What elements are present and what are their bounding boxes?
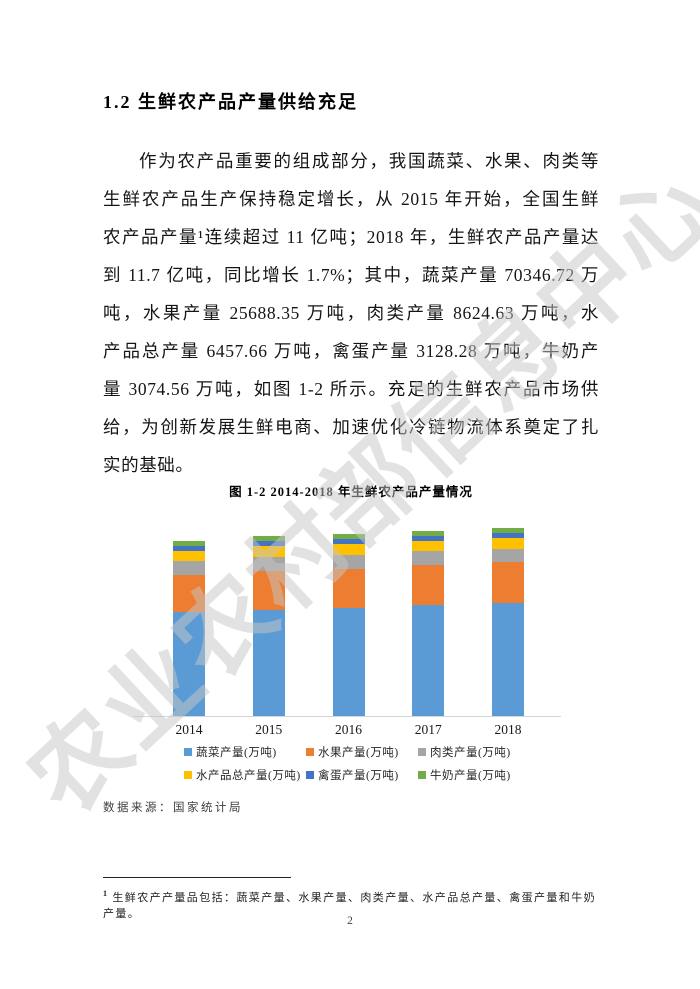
legend-item: 肉类产量(万吨) [418,744,524,760]
bar-segment [173,546,205,551]
legend-swatch-icon [418,748,426,756]
bar-segment [332,608,365,716]
legend-swatch-icon [184,748,192,756]
figure-title: 图 1-2 2014-2018 年生鲜农产品产量情况 [229,485,473,499]
bar-segment [173,540,205,547]
bar-segment [252,541,285,546]
footnote-text: 生鲜农产产量品包括：蔬菜产量、水果产量、肉类产量、水产品总产量、禽蛋产量和牛奶产… [103,892,597,920]
bar-segment [173,574,205,613]
legend-label: 水果产量(万吨) [318,747,399,759]
bar-segment [492,528,524,534]
chart-legend: 蔬菜产量(万吨) 水果产量(万吨) 肉类产量(万吨) 水产品总产量(万吨) 禽蛋产量(万… [184,744,524,783]
bar-segment [412,564,445,606]
legend-item: 禽蛋产量(万吨) [306,767,418,783]
x-axis-label: 2018 [494,722,522,737]
bar-segment [492,562,524,604]
bar-segment [252,570,285,610]
bar-2017 [412,524,445,716]
bar-segment [492,603,524,716]
x-axis-label: 2016 [335,722,362,737]
paragraph-line: 给，为创新发展生鲜电商、加速优化冷链物流体系奠定了扎 [103,417,599,437]
legend-item: 蔬菜产量(万吨) [184,744,306,760]
bar-segment [492,533,524,539]
body-paragraph: 作为农产品重要的组成部分，我国蔬菜、水果、肉类等 生鲜农产品生产保持稳定增长，从… [103,142,599,484]
paragraph-line: 量 3074.56 万吨，如图 1-2 所示。充足的生鲜农产品市场供 [103,379,599,399]
paragraph-line: 吨，水果产量 25688.35 万吨，肉类产量 8624.63 万吨，水 [103,303,599,323]
paragraph-line: 产品总产量 6457.66 万吨，禽蛋产量 3128.28 万吨，牛奶产 [103,341,599,361]
paragraph-line: 农产品产量¹连续超过 11 亿吨；2018 年，生鲜农产品产量达 [103,227,599,247]
legend-item: 水果产量(万吨) [306,744,418,760]
bar-segment [332,569,365,609]
bar-segment [173,612,205,716]
bar-segment [412,535,445,541]
legend-item: 水产品总产量(万吨) [184,767,306,783]
legend-swatch-icon [306,771,314,779]
paragraph-line: 实的基础。 [103,455,194,475]
paragraph-line: 生鲜农产品生产保持稳定增长，从 2015 年开始，全国生鲜 [103,189,599,209]
bar-segment [412,540,445,552]
x-axis-label: 2017 [414,722,442,737]
paragraph-line: 到 11.7 亿吨，同比增长 1.7%；其中，蔬菜产量 70346.72 万 [103,265,599,285]
bar-2014 [173,524,205,716]
legend-swatch-icon [418,771,426,779]
legend-label: 水产品总产量(万吨) [196,770,301,782]
legend-label: 肉类产量(万吨) [430,747,511,759]
footnote: 1 生鲜农产产量品包括：蔬菜产量、水果产量、肉类产量、水产品总产量、禽蛋产量和牛奶… [103,889,603,921]
legend-label: 牛奶产量(万吨) [430,770,511,782]
x-axis-label: 2014 [175,722,203,737]
bar-2018 [492,524,524,716]
bar-segment [492,538,524,549]
bar-segment [332,555,365,570]
x-axis-line [133,716,561,717]
bar-segment [332,534,365,540]
legend-item: 牛奶产量(万吨) [418,767,524,783]
bar-segment [332,539,365,545]
bar-segment [412,551,445,565]
x-axis-labels: 2014 2015 2016 2017 2018 [173,722,524,738]
bar-segment [252,609,285,716]
footnote-divider [103,877,291,878]
legend-swatch-icon [184,771,192,779]
bar-segment [173,560,205,575]
bar-segment [332,544,365,556]
bar-segment [492,548,524,563]
chart-bars [173,524,524,716]
bar-segment [252,535,285,542]
x-axis-label: 2015 [255,722,283,737]
bar-segment [252,545,285,557]
bar-2015 [252,524,285,716]
data-source-note: 数据来源：国家统计局 [103,802,243,814]
bar-segment [412,531,445,536]
legend-label: 蔬菜产量(万吨) [196,747,277,759]
legend-label: 禽蛋产量(万吨) [318,770,399,782]
bar-2016 [332,524,365,716]
bar-segment [412,605,445,716]
paragraph-line: 作为农产品重要的组成部分，我国蔬菜、水果、肉类等 [139,151,599,171]
chart-plot [103,524,599,717]
section-heading: 1.2 生鲜农产品产量供给充足 [103,92,358,112]
footnote-marker: 1 [103,889,109,899]
page-number: 2 [347,915,353,927]
legend-swatch-icon [306,748,314,756]
bar-segment [173,550,205,561]
bar-segment [252,556,285,571]
